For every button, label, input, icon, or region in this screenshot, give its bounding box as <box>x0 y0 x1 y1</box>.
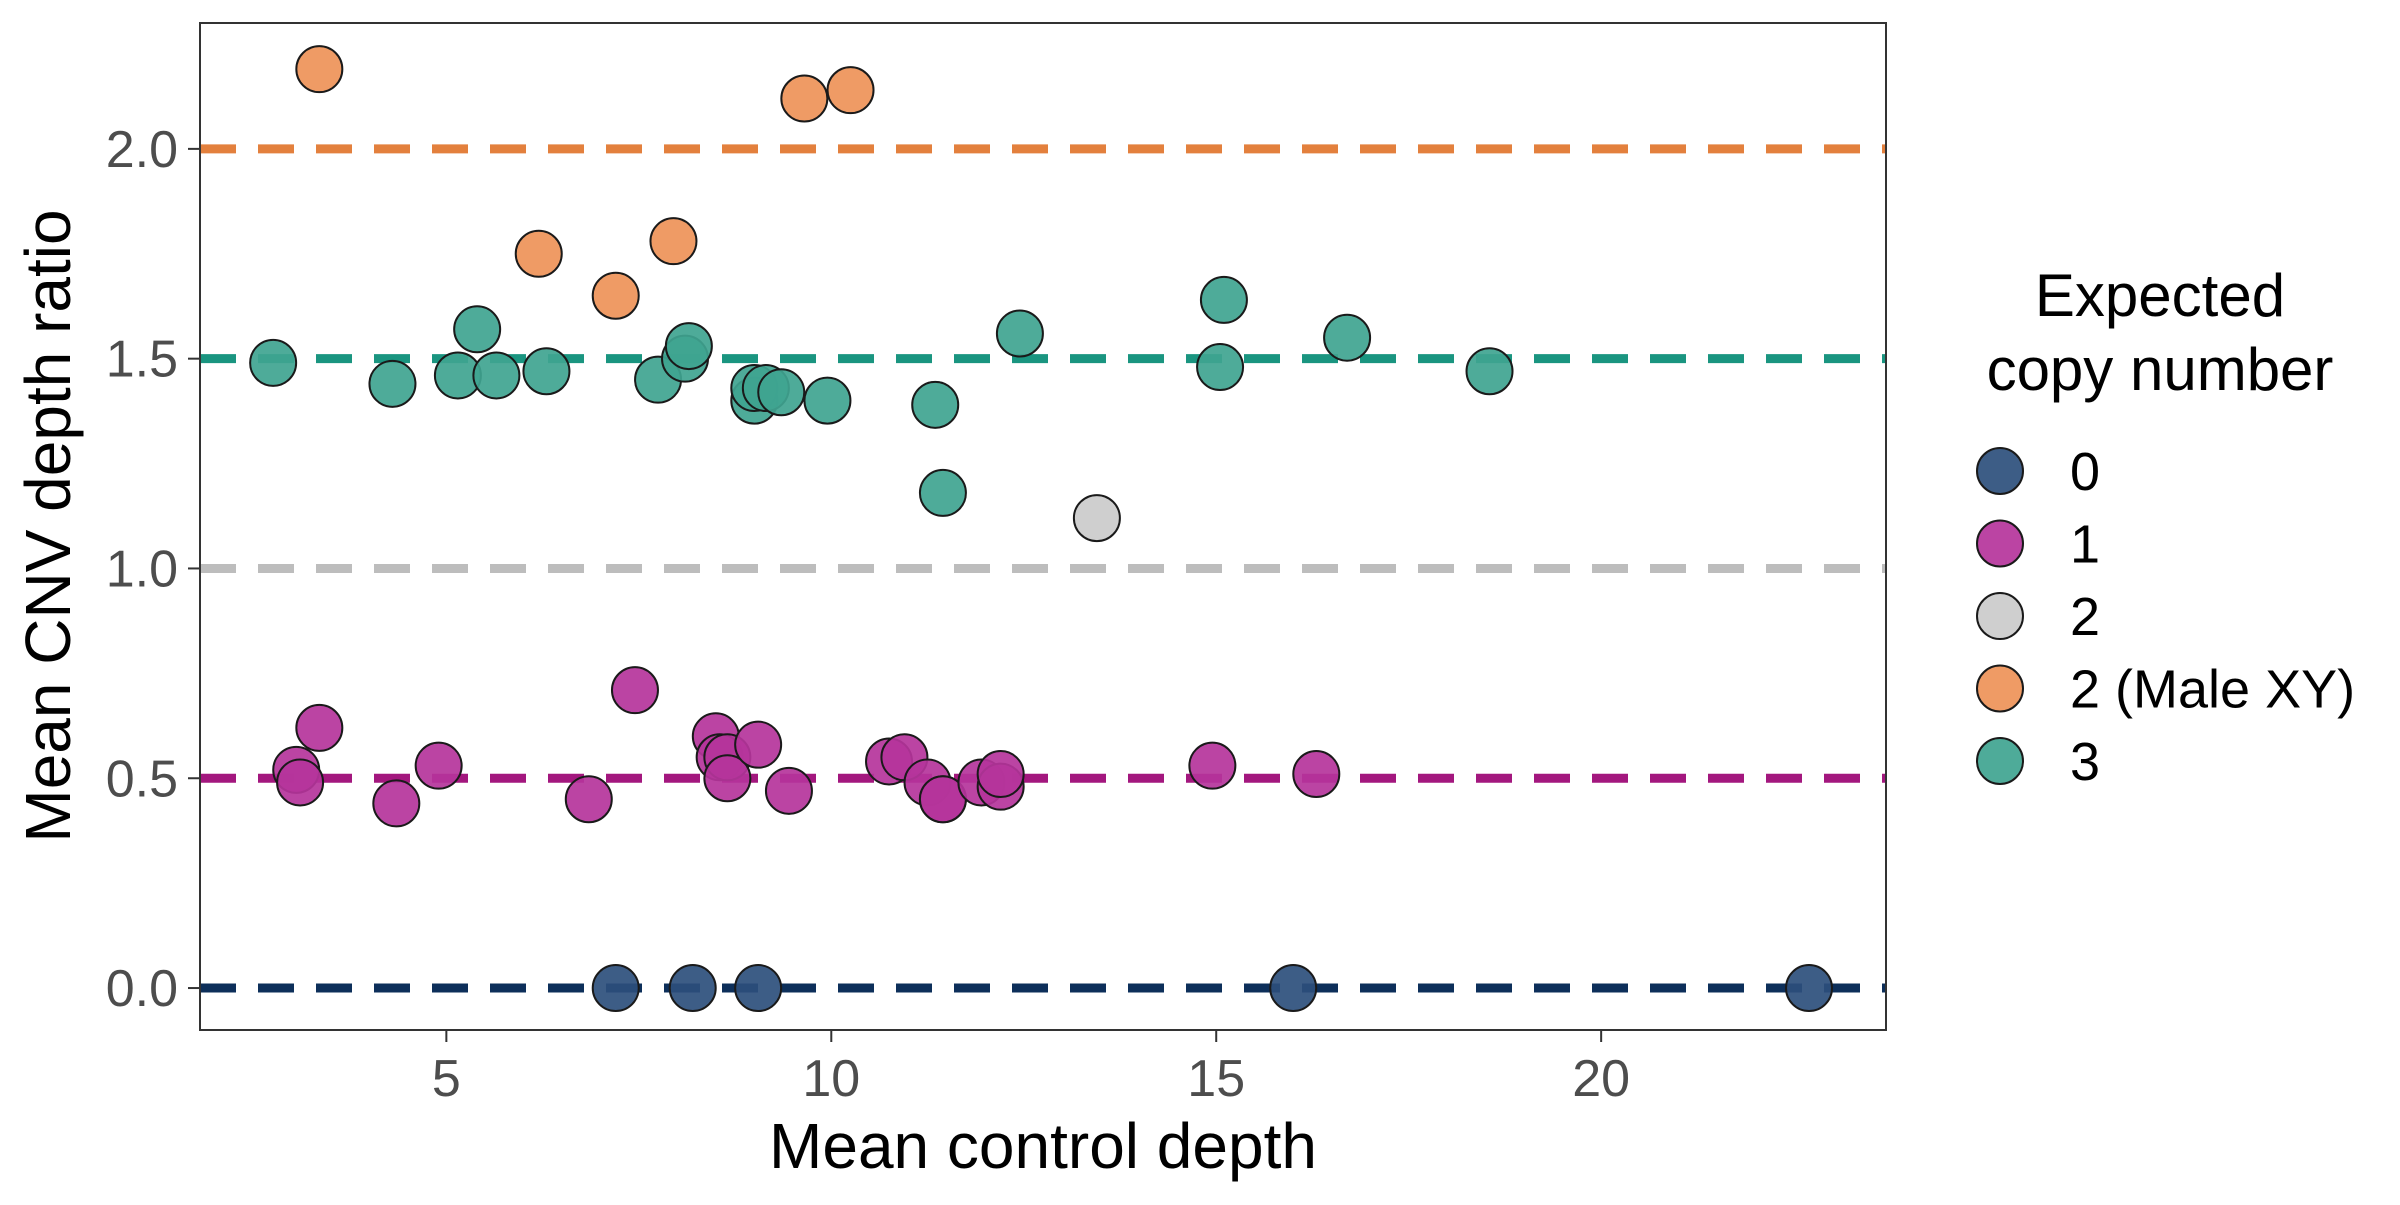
data-point <box>368 359 417 408</box>
data-point <box>1269 964 1318 1013</box>
data-point <box>918 468 967 517</box>
data-point <box>1785 964 1834 1013</box>
legend-key-marker <box>1976 592 2024 640</box>
reference-lines <box>200 144 1886 993</box>
data-point <box>295 703 344 752</box>
legend-title-line-2: copy number <box>1987 336 2334 403</box>
legend-key-marker <box>1976 447 2024 495</box>
data-point <box>826 66 875 115</box>
x-tick-label: 10 <box>802 1050 860 1108</box>
legend-key-label: 1 <box>2070 515 2100 575</box>
x-axis-label: Mean control depth <box>769 1110 1317 1182</box>
legend-key-label: 2 <box>2070 587 2100 647</box>
data-point <box>668 964 717 1013</box>
legend-title-line-1: Expected <box>2035 262 2285 329</box>
data-point <box>414 741 463 790</box>
legend: Expected copy number 0 1 2 2 (Male XY) 3 <box>1976 262 2355 792</box>
data-point <box>703 754 752 803</box>
y-tick-label: 0.0 <box>106 960 178 1018</box>
data-point <box>803 376 852 425</box>
legend-key-label: 0 <box>2070 442 2100 502</box>
data-point <box>249 338 298 387</box>
legend-key-marker <box>1976 737 2024 785</box>
data-point <box>564 775 613 824</box>
data-point <box>1188 741 1237 790</box>
data-points <box>249 45 1834 1013</box>
data-point <box>734 964 783 1013</box>
data-point <box>514 229 563 278</box>
data-point <box>911 380 960 429</box>
data-point <box>1072 494 1121 543</box>
y-axis-label: Mean CNV depth ratio <box>12 209 84 842</box>
data-point <box>976 750 1025 799</box>
data-point <box>1292 750 1341 799</box>
data-point <box>610 666 659 715</box>
data-point <box>591 964 640 1013</box>
y-tick-label: 1.0 <box>106 540 178 598</box>
data-point <box>780 74 829 123</box>
y-axis: 0.0 0.5 1.0 1.5 2.0 <box>106 121 200 1018</box>
data-point <box>995 309 1044 358</box>
plot-panel-border <box>199 22 1887 1031</box>
data-point <box>372 779 421 828</box>
x-axis: 5 10 15 20 <box>432 1030 1630 1108</box>
y-tick-label: 0.5 <box>106 750 178 808</box>
legend-key-label: 2 (Male XY) <box>2070 660 2355 720</box>
legend-key-label: 3 <box>2070 732 2100 792</box>
data-point <box>757 368 806 417</box>
data-point <box>295 45 344 94</box>
legend-key-marker <box>1976 519 2024 568</box>
legend-key-marker <box>1976 664 2024 713</box>
data-point <box>1465 347 1514 396</box>
y-tick-label: 2.0 <box>106 121 178 179</box>
data-point <box>1199 275 1248 324</box>
data-point <box>276 758 325 807</box>
x-tick-label: 15 <box>1187 1050 1245 1108</box>
data-point <box>472 351 521 400</box>
data-point <box>734 720 783 769</box>
data-point <box>591 271 640 320</box>
data-point <box>1196 343 1245 392</box>
data-point <box>649 217 698 266</box>
data-point <box>453 305 502 354</box>
x-tick-label: 5 <box>432 1050 461 1108</box>
legend-items: 0 1 2 2 (Male XY) 3 <box>1976 442 2355 792</box>
data-point <box>664 322 713 371</box>
data-point <box>764 766 813 815</box>
x-tick-label: 20 <box>1572 1050 1630 1108</box>
data-point <box>522 347 571 396</box>
data-point <box>1323 313 1372 362</box>
y-tick-label: 1.5 <box>106 331 178 389</box>
